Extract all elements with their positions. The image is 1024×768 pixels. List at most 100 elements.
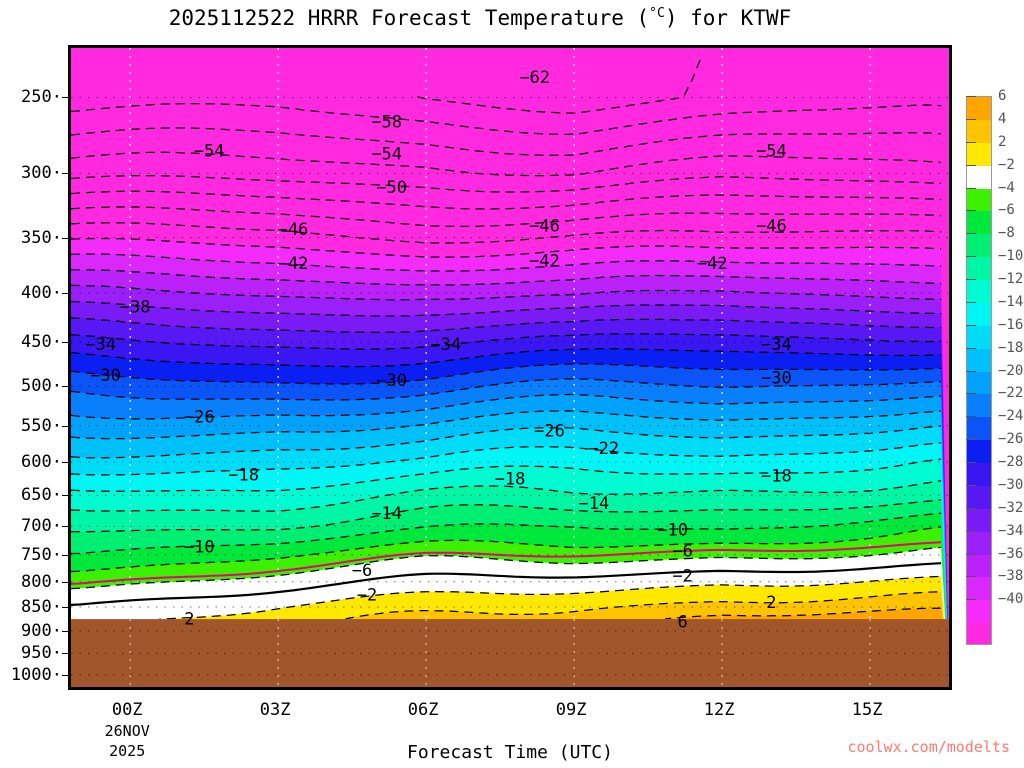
contour--26 <box>71 348 942 368</box>
contour-label: −58 <box>371 113 402 133</box>
colorbar-band--20 <box>967 371 991 395</box>
y-tick-label-750: 750· <box>21 544 62 565</box>
colorbar-band--12 <box>967 280 991 304</box>
y-tick-label-300: 300· <box>21 163 62 184</box>
y-tick-label-1000: 1000· <box>10 664 62 685</box>
colorbar-tick <box>966 118 976 120</box>
colorbar-tick <box>966 233 976 235</box>
contour-label: −54 <box>756 142 787 162</box>
colorbar-label--36: −36 <box>998 545 1024 562</box>
y-tick-mark <box>62 425 68 427</box>
contour--46 <box>71 190 942 210</box>
contour--30 <box>71 317 942 334</box>
colorbar-tick <box>966 439 976 441</box>
contour-label: −6 <box>672 541 692 561</box>
contour-6 <box>656 607 942 636</box>
colorbar-label--40: −40 <box>998 591 1024 608</box>
y-tick-mark <box>62 461 68 463</box>
colorbar-tick <box>966 347 976 349</box>
contour--8 <box>71 499 942 533</box>
contour--42 <box>71 222 942 244</box>
y-tick-label-600: 600· <box>21 451 62 472</box>
contour-label: 2 <box>766 593 776 613</box>
colorbar-label--14: −14 <box>998 293 1024 310</box>
colorbar-tick <box>966 576 976 578</box>
colorbar-label--38: −38 <box>998 568 1024 585</box>
colorbar-tick <box>966 530 976 532</box>
contour-lines <box>71 56 942 649</box>
colorbar-band-2 <box>967 142 991 167</box>
y-tick-label-400: 400· <box>21 283 62 304</box>
contour--34 <box>71 284 942 301</box>
contour--52 <box>71 127 942 156</box>
contour-label: 2 <box>184 610 194 630</box>
colorbar-tick <box>966 462 976 463</box>
y-axis: 250· 300· 350· 400· 450· 500· 550· 600· 650· 700·… <box>0 45 68 690</box>
colorbar-label--32: −32 <box>998 499 1024 516</box>
colorbar-band-4 <box>967 119 991 144</box>
contour-label: −26 <box>534 421 565 441</box>
colorbar-band--36 <box>967 554 991 578</box>
contour--28 <box>71 333 942 350</box>
colorbar-label--22: −22 <box>998 385 1024 402</box>
x-tick-label-06Z: 06Z <box>407 700 439 720</box>
contour--20 <box>71 393 942 420</box>
contour-label: −50 <box>376 178 407 198</box>
contour--10 <box>71 479 942 512</box>
contour-label: −46 <box>529 216 560 236</box>
colorbar-tick <box>966 599 976 601</box>
y-tick-label-700: 700· <box>21 516 62 537</box>
contour--56 <box>417 56 702 114</box>
x-axis-title: Forecast Time (UTC) <box>407 742 613 763</box>
colorbar-tick <box>966 370 976 372</box>
contour-svg: −62−58−54 −54 −54−50−46 −46 −46−42 −42 −42−38−… <box>71 48 949 687</box>
page-title: 2025112522 HRRR Forecast Temperature (°C… <box>0 6 960 30</box>
contour-label: −30 <box>90 366 121 386</box>
contour--18 <box>71 410 942 440</box>
terrain-gridlines <box>71 619 949 687</box>
y-tick-mark <box>62 97 68 99</box>
colorbar-label--18: −18 <box>998 339 1024 356</box>
colorbar-band--10 <box>967 257 991 281</box>
contour--38 <box>71 253 942 272</box>
title-unit: °C <box>649 6 665 21</box>
contour-label: −10 <box>184 537 215 557</box>
y-tick-label-800: 800· <box>21 571 62 592</box>
colorbar-tick <box>966 324 976 326</box>
y-tick-mark <box>62 554 68 556</box>
colorbar-tick <box>966 164 976 166</box>
colorbar-label--34: −34 <box>998 522 1024 539</box>
contour-label: −26 <box>184 408 215 428</box>
wetbulb-zero-line <box>71 541 942 585</box>
colorbar-tick <box>966 279 976 280</box>
y-tick-mark <box>62 495 68 497</box>
colorbar-label--12: −12 <box>998 271 1024 287</box>
freezing-level-line <box>71 562 942 606</box>
y-tick-mark <box>62 630 68 632</box>
contour-label: −34 <box>761 335 792 355</box>
y-tick-mark <box>62 386 68 388</box>
contour-label: −22 <box>588 439 619 459</box>
title-text-before: 2025112522 HRRR Forecast Temperature ( <box>168 6 650 30</box>
colorbar-label--2: −2 <box>998 156 1015 173</box>
contour--24 <box>71 363 942 385</box>
contour-label: −18 <box>495 469 526 489</box>
colorbar-tick <box>966 141 976 143</box>
contour-label: −42 <box>529 252 560 272</box>
y-tick-label-450: 450· <box>21 332 62 353</box>
contour-label: −30 <box>761 369 792 389</box>
colorbar-band-6 <box>967 97 991 121</box>
y-tick-mark <box>62 173 68 175</box>
colorbar-tick <box>966 210 976 212</box>
y-tick-label-650: 650· <box>21 485 62 506</box>
x-tick-label-00Z: 00Z <box>111 700 143 720</box>
colorbar-label--10: −10 <box>998 248 1024 265</box>
contour--6 <box>71 512 942 555</box>
colorbar-label--28: −28 <box>998 454 1024 470</box>
colorbar-label-4: 4 <box>998 110 1007 127</box>
contour-label: −54 <box>371 144 402 164</box>
y-tick-label-350: 350· <box>21 227 62 248</box>
contour-label: −62 <box>519 68 550 88</box>
x-tick-label-12Z: 12Z <box>703 700 735 720</box>
